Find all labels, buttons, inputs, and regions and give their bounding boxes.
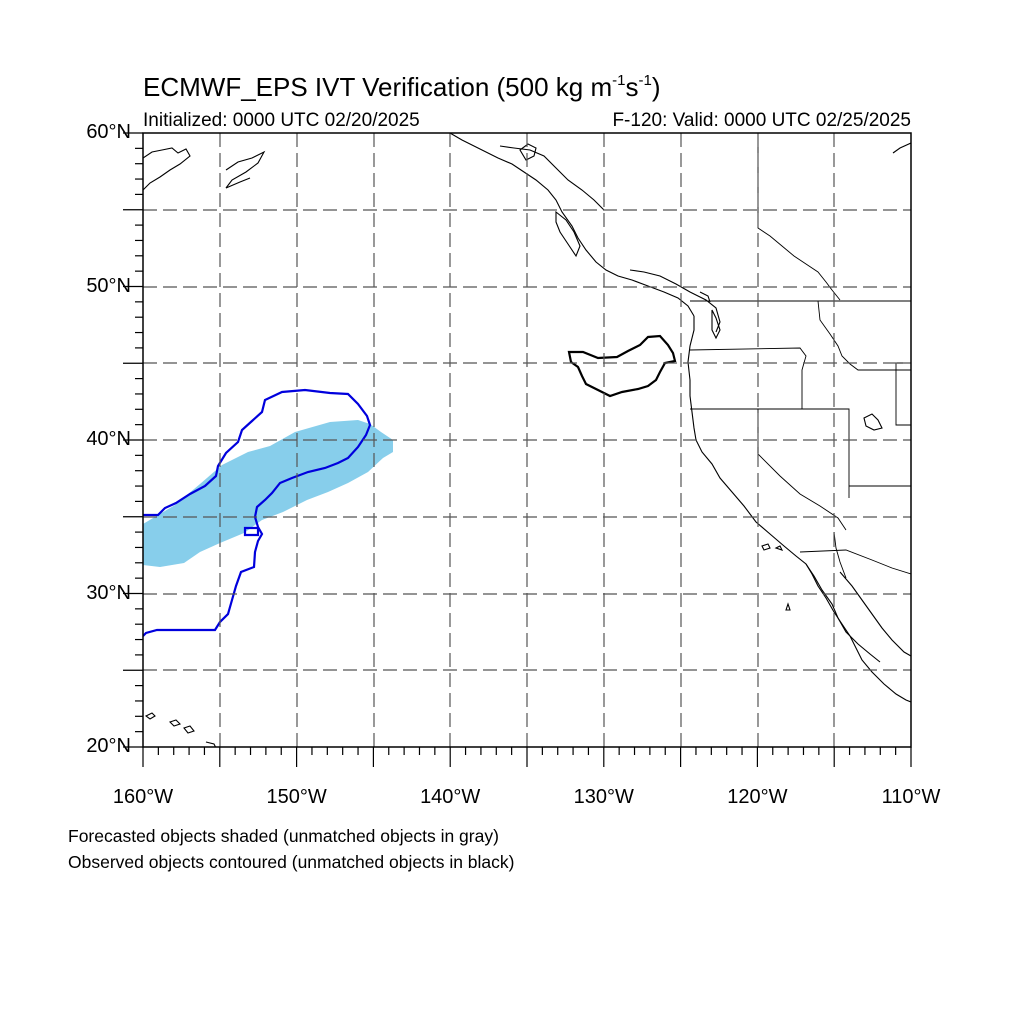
observed-ivt-contour-matched-notch bbox=[243, 526, 260, 537]
lat-label: 30°N bbox=[86, 581, 131, 604]
title-mid: s bbox=[625, 72, 639, 102]
political-boundaries bbox=[689, 133, 911, 579]
axis-ticks bbox=[123, 132, 912, 767]
observed-ivt-contour-matched bbox=[143, 388, 372, 637]
forecast-legend-note: Forecasted objects shaded (unmatched obj… bbox=[68, 826, 499, 846]
title-exp1: -1 bbox=[612, 72, 626, 89]
forecast-ivt-object bbox=[143, 420, 393, 567]
chart-title: ECMWF_EPS IVT Verification (500 kg m-1s-… bbox=[143, 72, 660, 103]
lat-label: 60°N bbox=[86, 121, 131, 143]
observed-ivt-contour-unmatched bbox=[567, 334, 677, 398]
lat-label: 50°N bbox=[86, 274, 131, 297]
lon-label: 110°W bbox=[881, 786, 941, 808]
lon-label: 140°W bbox=[420, 786, 481, 808]
map-gridlines bbox=[143, 133, 911, 747]
valid-time-label: F-120: Valid: 0000 UTC 02/25/2025 bbox=[612, 110, 911, 131]
lat-label: 20°N bbox=[86, 735, 131, 757]
initialized-label: Initialized: 0000 UTC 02/20/2025 bbox=[143, 110, 420, 131]
title-exp2: -1 bbox=[638, 72, 652, 89]
lon-label: 150°W bbox=[266, 786, 327, 808]
title-close: ) bbox=[651, 72, 661, 102]
lon-label: 120°W bbox=[727, 786, 788, 808]
observed-legend-note: Observed objects contoured (unmatched ob… bbox=[68, 852, 515, 872]
lon-label: 160°W bbox=[112, 786, 174, 808]
lat-label: 40°N bbox=[86, 428, 131, 450]
title-main: ECMWF_EPS IVT Verification (500 kg m bbox=[143, 72, 613, 102]
lon-label: 130°W bbox=[573, 786, 634, 808]
